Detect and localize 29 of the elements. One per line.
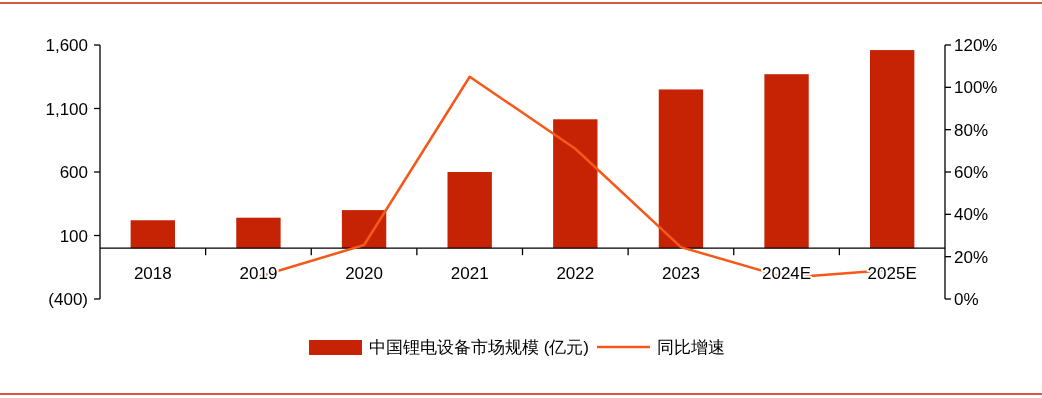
y-tick-label: 1,100 [45,99,88,119]
y-tick-label: 1,600 [45,36,88,55]
bar [870,50,915,249]
y2-tick-label: 40% [954,205,989,225]
y2-tick-label: 20% [954,247,989,267]
y2-tick-label: 0% [954,290,979,309]
y-tick-label: 100 [59,226,88,246]
bar [341,210,387,249]
y-tick-label: (400) [48,290,88,309]
y2-tick-label: 100% [954,78,998,98]
x-tick-label: 2021 [450,264,489,284]
x-tick-label: 2020 [345,264,383,284]
bar [447,172,492,249]
x-tick-label: 2022 [556,264,595,284]
y2-tick-label: 60% [954,163,989,182]
x-tick-label: 2019 [239,264,278,284]
x-tick-label: 2025E [867,264,917,284]
x-tick-label: 2018 [133,264,172,284]
bar [236,217,281,249]
x-tick-label: 2023 [662,264,700,284]
y2-tick-label: 120% [954,36,998,55]
bar [764,74,809,249]
y2-tick-label: 80% [954,120,989,140]
legend-label: 中国锂电设备市场规模 (亿元) [368,338,590,357]
legend-label: 同比增速 [657,338,726,357]
bar [553,119,598,249]
y-tick-label: 600 [59,163,88,182]
bar [658,89,704,249]
bar [130,220,175,249]
